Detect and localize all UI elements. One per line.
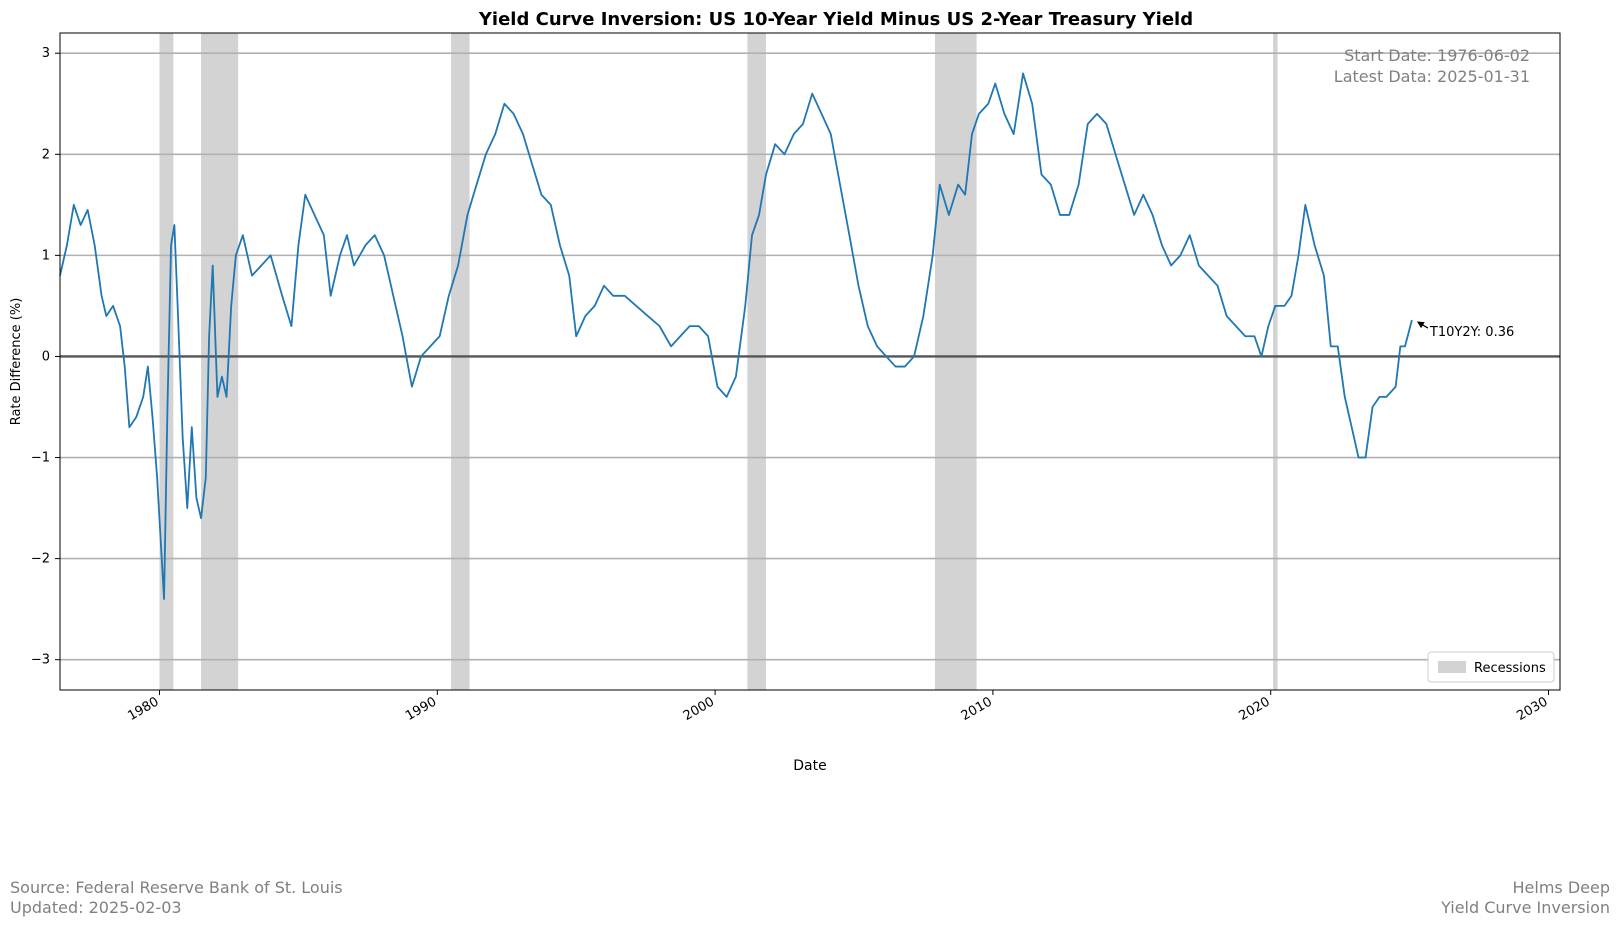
annotation-arrowhead bbox=[1416, 321, 1425, 329]
y-tick-label-1: 2 bbox=[42, 147, 50, 162]
y-tick-label-2: 1 bbox=[42, 248, 50, 263]
y-tick-label-4: −1 bbox=[31, 451, 50, 466]
chart-background bbox=[0, 0, 1620, 870]
recession-band-1 bbox=[201, 33, 239, 690]
recession-band-4 bbox=[934, 33, 977, 690]
y-tick-label-3: 0 bbox=[42, 349, 50, 364]
y-axis: 3 2 1 0 −1 −2 −3 bbox=[31, 46, 60, 668]
chart-legend: Recessions bbox=[1427, 651, 1555, 683]
series-line-t10y2y bbox=[59, 72, 1413, 600]
y-tick-label-5: −2 bbox=[31, 552, 50, 567]
latest-data-label: Latest Data: 2025-01-31 bbox=[1334, 67, 1530, 86]
start-date-label: Start Date: 1976-06-02 bbox=[1344, 46, 1530, 65]
brand-subtitle-text: Yield Curve Inversion bbox=[1441, 898, 1610, 917]
legend-box bbox=[1427, 651, 1555, 683]
footer-source: Source: Federal Reserve Bank of St. Loui… bbox=[10, 878, 343, 918]
brand-text: Helms Deep bbox=[1512, 878, 1611, 897]
recession-band-2 bbox=[451, 33, 470, 690]
recession-bands bbox=[159, 33, 1278, 690]
date-info-box: Start Date: 1976-06-02 Latest Data: 2025… bbox=[1334, 46, 1530, 86]
latest-annotation: T10Y2Y: 0.36 bbox=[1416, 321, 1514, 340]
legend-swatch-recessions bbox=[1438, 661, 1466, 673]
y-tick-label-6: −3 bbox=[31, 653, 50, 668]
annotation-label: T10Y2Y: 0.36 bbox=[1429, 325, 1514, 340]
y-axis-label: Rate Difference (%) bbox=[9, 298, 24, 426]
recession-band-5 bbox=[1273, 33, 1278, 690]
x-axis-label: Date bbox=[793, 758, 826, 774]
plot-frame bbox=[59, 32, 1561, 691]
legend-label-recessions: Recessions bbox=[1474, 661, 1546, 676]
yield-curve-chart: Yield Curve Inversion: US 10-Year Yield … bbox=[0, 0, 1620, 870]
footer-brand: Helms Deep Yield Curve Inversion bbox=[1441, 878, 1610, 918]
source-text: Source: Federal Reserve Bank of St. Loui… bbox=[10, 878, 343, 897]
updated-text: Updated: 2025-02-03 bbox=[10, 898, 182, 917]
y-tick-label-0: 3 bbox=[42, 46, 50, 61]
recession-band-0 bbox=[159, 33, 174, 690]
recession-band-3 bbox=[747, 33, 767, 690]
chart-title: Yield Curve Inversion: US 10-Year Yield … bbox=[478, 9, 1193, 30]
